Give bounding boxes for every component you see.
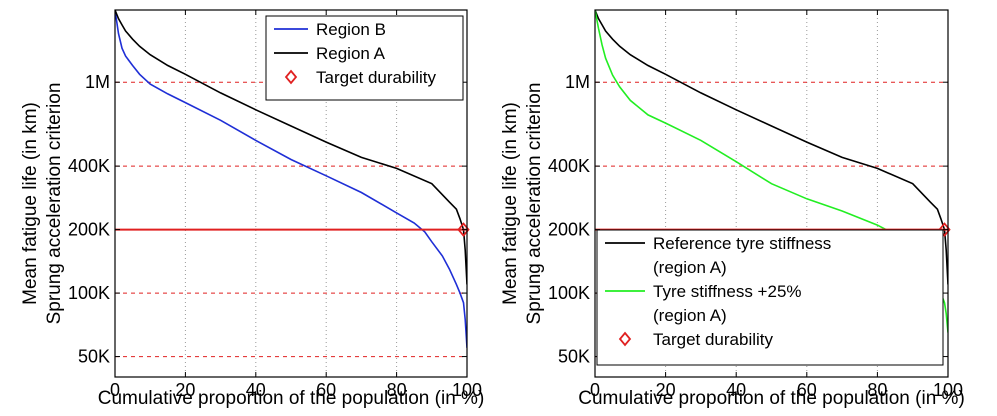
chart-2: 0 20 40 60 80 100 50K 100K 200K 400K 1M Cumulative … <box>500 9 965 409</box>
x-tick-label: 80 <box>387 380 407 400</box>
x-tick-label: 60 <box>316 380 336 400</box>
legend-box <box>265 15 464 101</box>
legend-label: (region A) <box>653 258 727 277</box>
x-tick-label: 40 <box>246 380 266 400</box>
x-tick-label: 0 <box>110 380 120 400</box>
chart-1: 0 20 40 60 80 100 50K 100K 200K 400K 1M Cumulative … <box>20 9 485 409</box>
y-tick-label: 100K <box>68 283 110 303</box>
legend-label: (region A) <box>653 306 727 325</box>
y-tick-label: 100K <box>548 283 590 303</box>
plot-frame <box>594 9 949 378</box>
x-tick-label: 20 <box>175 380 195 400</box>
y-tick-label: 400K <box>548 156 590 176</box>
x-axis-label: Cumulative proportion of the population … <box>578 388 965 409</box>
x-tick-label: 20 <box>656 380 676 400</box>
y-tick-label: 1M <box>85 72 110 92</box>
legend-swatch <box>618 331 632 347</box>
y-tick-label: 50K <box>78 347 110 367</box>
y-tick-label: 400K <box>68 156 110 176</box>
x-tick-label: 0 <box>590 380 600 400</box>
plot-frame <box>114 9 468 378</box>
y-tick-label: 50K <box>558 347 590 367</box>
legend-swatch <box>284 69 298 85</box>
legend-label: Tyre stiffness +25% <box>653 282 802 301</box>
x-tick-label: 60 <box>797 380 817 400</box>
y-axis-label: Mean fatigue life (in km) <box>500 102 521 305</box>
legend-label: Target durability <box>316 68 437 87</box>
y-axis-label: Mean fatigue life (in km) <box>20 102 41 305</box>
legend: Region B Region A Target durability <box>265 15 464 101</box>
y-axis-label: Sprung acceleration criterion <box>44 83 65 325</box>
legend-label: Region A <box>316 44 386 63</box>
legend-label: Reference tyre stiffness <box>653 234 831 253</box>
x-tick-label: 100 <box>933 380 963 400</box>
y-tick-label: 200K <box>68 220 110 240</box>
y-tick-label: 200K <box>548 220 590 240</box>
series-line-1 <box>595 10 948 285</box>
y-tick-label: 1M <box>565 72 590 92</box>
x-axis-label: Cumulative proportion of the population … <box>98 388 485 409</box>
series-line-1 <box>115 10 467 348</box>
x-tick-label: 40 <box>726 380 746 400</box>
legend-label: Region B <box>316 20 386 39</box>
x-tick-label: 80 <box>867 380 887 400</box>
y-axis-label: Sprung acceleration criterion <box>524 83 545 325</box>
legend: Reference tyre stiffness (region A) Tyre s… <box>596 229 944 366</box>
legend-box <box>596 229 944 366</box>
series-line-2 <box>115 10 467 285</box>
legend-label: Target durability <box>653 330 774 349</box>
x-tick-label: 100 <box>452 380 482 400</box>
